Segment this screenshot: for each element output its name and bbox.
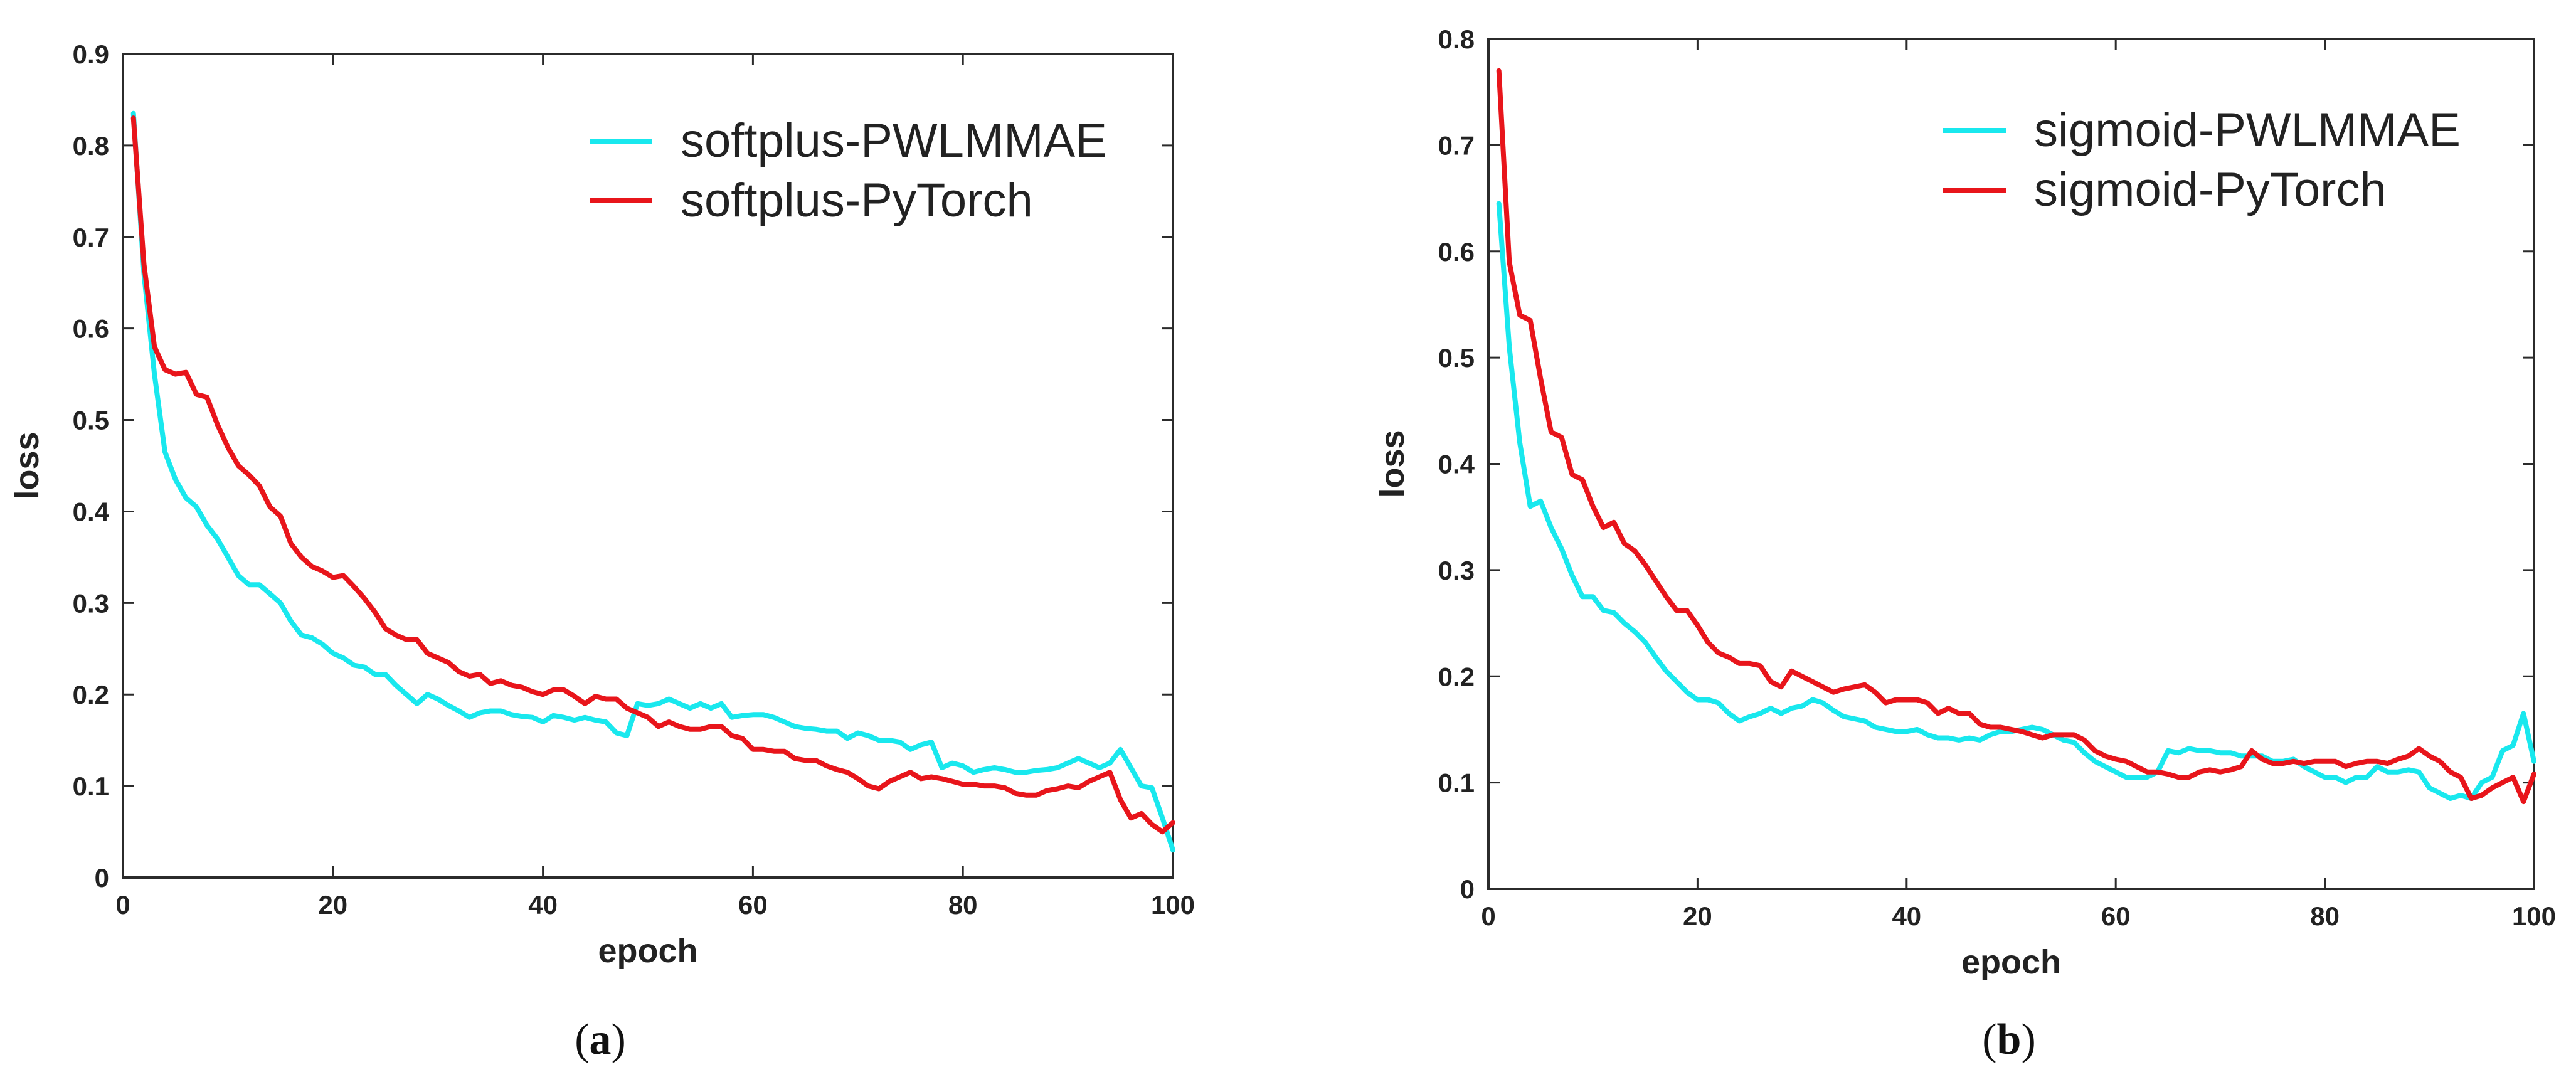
y-tick-label: 0.8 <box>73 131 109 161</box>
caption-paren-close: ) <box>612 1015 626 1064</box>
series-line-sigmoid-PyTorch <box>1496 68 2536 805</box>
y-tick-label: 0.9 <box>73 40 109 69</box>
y-axis-title: loss <box>1374 430 1411 497</box>
x-tick-label: 80 <box>2310 901 2340 931</box>
y-tick-label: 0.5 <box>1438 343 1475 373</box>
figure-caption: (b) <box>1982 1015 2036 1064</box>
series-line-softplus-PyTorch <box>130 115 1175 835</box>
x-tick-label: 60 <box>738 890 768 920</box>
y-tick-label: 0.7 <box>1438 130 1475 160</box>
caption-paren-open: ( <box>1982 1015 1996 1064</box>
chart-panel-a: 0 20 40 60 80 100 0 0.1 0.2 0.3 0.4 0.5 0.6 0.7 0.8 0.9… <box>8 40 1195 1064</box>
y-axis-title: loss <box>8 432 46 499</box>
x-tick-label: 40 <box>528 890 558 920</box>
y-tick-label: 0 <box>1460 874 1475 904</box>
x-tick-label: 80 <box>948 890 978 920</box>
y-tick-label: 0.2 <box>1438 662 1475 691</box>
plot-frame <box>122 53 1174 879</box>
x-tick-label: 20 <box>318 890 347 920</box>
caption-label: b <box>1997 1015 2022 1064</box>
caption-paren-open: ( <box>575 1015 589 1064</box>
y-tick-label: 0.5 <box>73 406 109 435</box>
x-tick-label: 100 <box>1151 890 1195 920</box>
y-tick-label: 0.2 <box>73 680 109 709</box>
x-tick-label: 20 <box>1683 901 1712 931</box>
y-tick-label: 0.3 <box>1438 556 1475 585</box>
legend-label: sigmoid-PyTorch <box>2034 163 2387 216</box>
series-line-softplus-PWLMMAE <box>130 110 1175 853</box>
x-tick-label: 0 <box>115 890 130 920</box>
figure-caption: (a) <box>575 1015 626 1064</box>
y-tick-label: 0 <box>95 863 109 893</box>
series-line-sigmoid-PWLMMAE <box>1496 201 2536 801</box>
x-tick-label: 60 <box>2101 901 2131 931</box>
y-tick-label: 0.4 <box>73 497 110 526</box>
y-tick-label: 0.3 <box>73 588 109 618</box>
caption-paren-close: ) <box>2021 1015 2035 1064</box>
y-tick-label: 0.1 <box>73 772 109 801</box>
x-tick-label: 40 <box>1892 901 1921 931</box>
legend-label: sigmoid-PWLMMAE <box>2034 103 2461 157</box>
y-tick-label: 0.1 <box>1438 768 1475 798</box>
y-tick-label: 0.7 <box>73 223 109 252</box>
y-tick-label: 0.6 <box>1438 237 1475 267</box>
caption-label: a <box>590 1015 612 1064</box>
y-tick-label: 0.4 <box>1438 450 1475 479</box>
x-tick-label: 0 <box>1481 901 1495 931</box>
chart-panel-b: 0 20 40 60 80 100 0 0.1 0.2 0.3 0.4 0.5 0.6 0.7 0.8 epo… <box>1374 24 2556 1064</box>
y-tick-label: 0.8 <box>1438 24 1475 54</box>
legend-label: softplus-PWLMMAE <box>681 114 1107 167</box>
x-tick-label: 100 <box>2512 901 2556 931</box>
x-axis-title: epoch <box>1961 943 2061 981</box>
y-tick-label: 0.6 <box>73 314 109 344</box>
legend-label: softplus-PyTorch <box>681 174 1033 227</box>
x-axis-title: epoch <box>598 932 697 970</box>
